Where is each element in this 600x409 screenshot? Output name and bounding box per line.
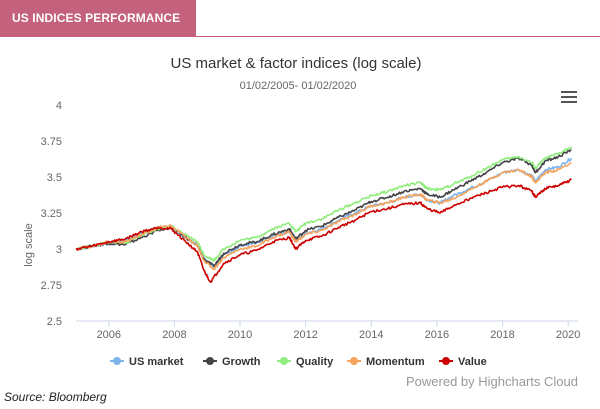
legend[interactable]: US market Growth Quality Momentum Value xyxy=(110,356,487,368)
legend-label: US market xyxy=(129,356,184,368)
legend-item-value[interactable]: Value xyxy=(439,356,487,368)
legend-dot-marker xyxy=(350,357,358,365)
series-line-growth[interactable] xyxy=(75,148,572,268)
x-tick-label: 2006 xyxy=(97,329,121,341)
legend-dot-marker xyxy=(442,357,450,365)
section-title: US INDICES PERFORMANCE xyxy=(0,0,196,36)
x-tick-label: 2016 xyxy=(425,329,449,341)
legend-label: Momentum xyxy=(366,356,425,368)
hamburger-menu-icon[interactable] xyxy=(561,91,577,105)
legend-dot-marker xyxy=(280,357,288,365)
x-tick-label: 2020 xyxy=(556,329,580,341)
legend-dot-marker xyxy=(113,357,121,365)
chart-panel: US market & factor indices (log scale) 0… xyxy=(0,37,600,389)
y-tick-label: 2.75 xyxy=(41,280,62,292)
y-axis-label: log scale xyxy=(23,223,35,266)
legend-item-quality[interactable]: Quality xyxy=(277,356,334,368)
menu-line xyxy=(561,101,577,103)
series-line-value[interactable] xyxy=(75,178,572,283)
y-tick-label: 3.5 xyxy=(47,172,62,184)
legend-item-momentum[interactable]: Momentum xyxy=(347,356,425,368)
y-tick-label: 3 xyxy=(56,244,62,256)
source-note: Source: Bloomberg xyxy=(4,390,107,404)
axes: 2.5 2.75 3 3.25 3.5 3.75 4 2006 2008 2010 2012 2014… xyxy=(41,100,581,341)
legend-label: Quality xyxy=(296,356,334,368)
series-lines xyxy=(75,146,573,283)
x-tick-label: 2018 xyxy=(490,329,514,341)
credits-text[interactable]: Powered by Highcharts Cloud xyxy=(406,374,578,389)
legend-item-us-market[interactable]: US market xyxy=(110,356,184,368)
x-tick-label: 2010 xyxy=(228,329,252,341)
series-line-quality[interactable] xyxy=(75,146,573,262)
y-tick-label: 3.25 xyxy=(41,208,62,220)
y-tick-label: 2.5 xyxy=(47,316,62,328)
legend-label: Value xyxy=(458,356,487,368)
section-header-bar: US INDICES PERFORMANCE xyxy=(0,0,600,37)
menu-line xyxy=(561,96,577,98)
legend-label: Growth xyxy=(222,356,261,368)
y-tick-label: 3.75 xyxy=(41,136,62,148)
series-line-us-market[interactable] xyxy=(75,157,573,268)
legend-dot-marker xyxy=(206,357,214,365)
y-tick-label: 4 xyxy=(56,100,62,112)
x-tick-label: 2008 xyxy=(162,329,186,341)
chart-subtitle: 01/02/2005- 01/02/2020 xyxy=(240,80,357,92)
legend-item-growth[interactable]: Growth xyxy=(203,356,261,368)
menu-line xyxy=(561,91,577,93)
series-line-momentum[interactable] xyxy=(75,161,572,271)
line-chart: US market & factor indices (log scale) 0… xyxy=(23,55,581,389)
x-tick-label: 2014 xyxy=(359,329,383,341)
chart-title: US market & factor indices (log scale) xyxy=(171,55,422,72)
x-tick-label: 2012 xyxy=(293,329,317,341)
